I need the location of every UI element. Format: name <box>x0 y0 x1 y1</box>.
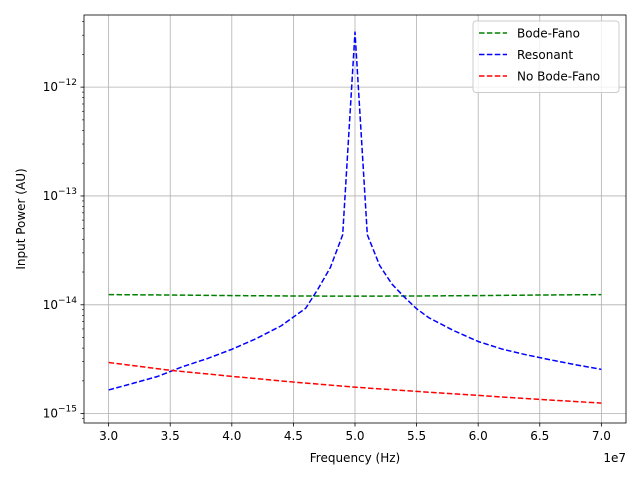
x-axis-offset-label: 1e7 <box>603 451 626 465</box>
y-tick-label-base: 10 <box>43 80 58 94</box>
series-line-no-bode-fano <box>108 361 602 404</box>
y-tick-label: 10−12 <box>43 78 77 94</box>
legend-label-bode-fano: Bode-Fano <box>517 27 580 41</box>
y-tick-label-base: 10 <box>43 298 58 312</box>
legend: Bode-Fano Resonant No Bode-Fano <box>472 20 620 93</box>
x-tick-label: 6.5 <box>530 429 549 443</box>
x-tick-label: 3.5 <box>161 429 180 443</box>
y-tick-label-exponent: −14 <box>58 296 77 306</box>
y-tick-label-base: 10 <box>43 407 58 421</box>
x-tick-label: 7.0 <box>592 429 611 443</box>
y-tick-label: 10−13 <box>43 187 77 203</box>
x-tick-label: 4.5 <box>284 429 303 443</box>
legend-label-no-bode-fano: No Bode-Fano <box>517 70 600 84</box>
x-tick-label: 5.0 <box>345 429 364 443</box>
y-tick-label-exponent: −13 <box>58 187 77 197</box>
legend-box <box>472 20 620 93</box>
y-tick-label-exponent: −15 <box>58 405 77 415</box>
ticks: 3.0 3.5 4.0 4.5 5.0 5.5 6.0 6.5 7.010−1510−1410−… <box>43 21 611 443</box>
legend-label-resonant: Resonant <box>517 48 573 62</box>
x-tick-label: 5.5 <box>407 429 426 443</box>
y-tick-label-base: 10 <box>43 189 58 203</box>
x-tick-label: 6.0 <box>469 429 488 443</box>
y-tick-label-exponent: −12 <box>58 78 77 88</box>
y-tick-label: 10−15 <box>43 405 77 421</box>
x-tick-label: 4.0 <box>222 429 241 443</box>
y-axis-label: Input Power (AU) <box>14 168 28 269</box>
x-axis-label: Frequency (Hz) <box>310 451 401 465</box>
series-line-bode-fano <box>108 293 602 297</box>
y-tick-label: 10−14 <box>43 296 78 312</box>
grid <box>84 15 626 423</box>
x-tick-label: 3.0 <box>99 429 118 443</box>
series-group <box>108 31 602 404</box>
series-line-resonant <box>108 31 602 391</box>
